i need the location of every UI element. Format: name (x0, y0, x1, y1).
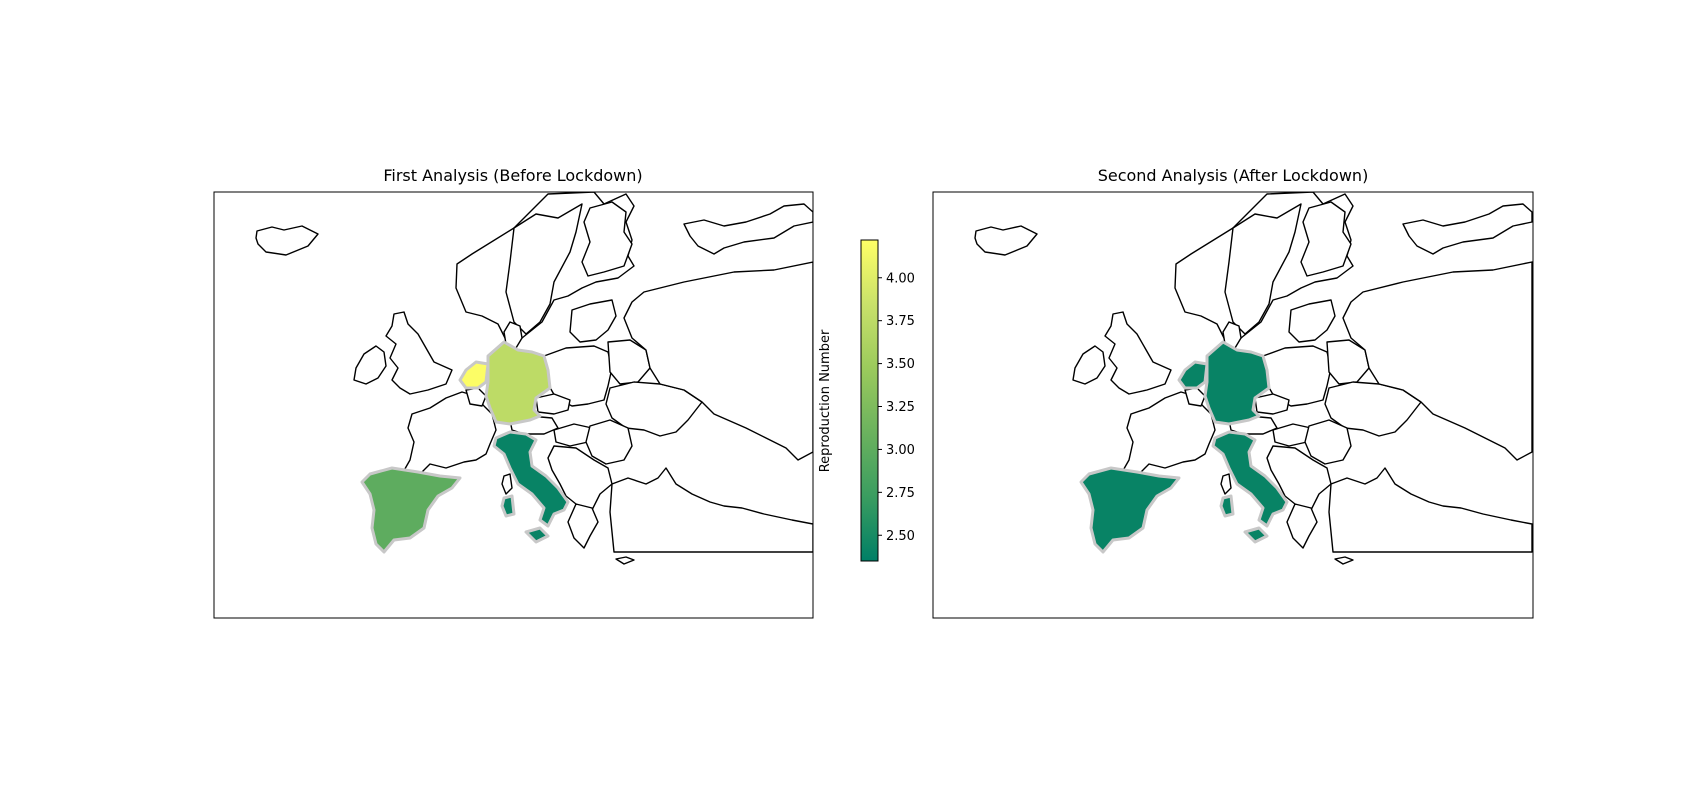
great-britain-shape (385, 311, 453, 395)
sicily-shape (1243, 526, 1269, 544)
left-map (213, 191, 814, 619)
sicily-shape (524, 526, 550, 544)
right-map (932, 191, 1534, 619)
corsica-shape (1220, 473, 1232, 495)
germany-shape (1203, 340, 1271, 426)
corsica-shape (501, 473, 513, 495)
colorbar-tick-label: 2.50 (886, 529, 915, 544)
romania-shape (1304, 419, 1352, 465)
sweden-shape (505, 203, 583, 335)
italy-shape (1211, 430, 1289, 528)
kola-shape (683, 203, 813, 255)
greece-shape (1286, 503, 1318, 549)
spain-shape (360, 466, 462, 554)
great-britain-shape (1104, 311, 1172, 395)
russia-west-shape (623, 261, 813, 461)
colorbar: 2.50 2.75 3.00 3.25 3.50 3.75 4.00 Reproductio… (818, 239, 915, 562)
baltics-shape (1288, 299, 1336, 343)
colorbar-label: Reproduction Number (818, 329, 833, 472)
turkey-shape (609, 467, 813, 553)
colorbar-gradient (860, 239, 879, 562)
iceland-shape (974, 225, 1038, 256)
crete-shape (615, 556, 635, 565)
finland-shape (1300, 201, 1352, 277)
germany-shape (484, 340, 552, 426)
ireland-shape (353, 345, 387, 385)
sweden-shape (1224, 203, 1302, 335)
right-map-frame (932, 191, 1534, 619)
right-map-title: Second Analysis (After Lockdown) (1097, 166, 1369, 185)
colorbar-tick-label: 2.75 (886, 486, 915, 501)
crete-shape (1334, 556, 1354, 565)
colorbar-tick-label: 3.75 (886, 314, 915, 329)
france-shape (1120, 391, 1216, 475)
colorbar-tick-label: 3.00 (886, 443, 915, 458)
belarus-shape (607, 339, 651, 385)
belarus-shape (1326, 339, 1370, 385)
russia-west-shape (1342, 261, 1533, 461)
italy-shape (492, 430, 570, 528)
greece-shape (567, 503, 599, 549)
turkey-shape (1328, 467, 1533, 553)
baltics-shape (569, 299, 617, 343)
romania-shape (585, 419, 633, 465)
france-shape (401, 391, 497, 475)
colorbar-tick-label: 3.25 (886, 400, 915, 415)
colorbar-tick-label: 3.50 (886, 357, 915, 372)
sardinia-shape (1219, 494, 1235, 518)
ireland-shape (1072, 345, 1106, 385)
finland-shape (581, 201, 633, 277)
spain-shape (1079, 466, 1181, 554)
sardinia-shape (500, 494, 516, 518)
netherlands-shape (458, 360, 490, 390)
netherlands-shape (1177, 360, 1209, 390)
right-map-countries (974, 192, 1533, 565)
left-map-countries (255, 192, 813, 565)
iceland-shape (255, 225, 319, 256)
kola-shape (1402, 203, 1533, 255)
colorbar-tick-label: 4.00 (886, 271, 915, 286)
left-map-title: First Analysis (Before Lockdown) (383, 166, 643, 185)
